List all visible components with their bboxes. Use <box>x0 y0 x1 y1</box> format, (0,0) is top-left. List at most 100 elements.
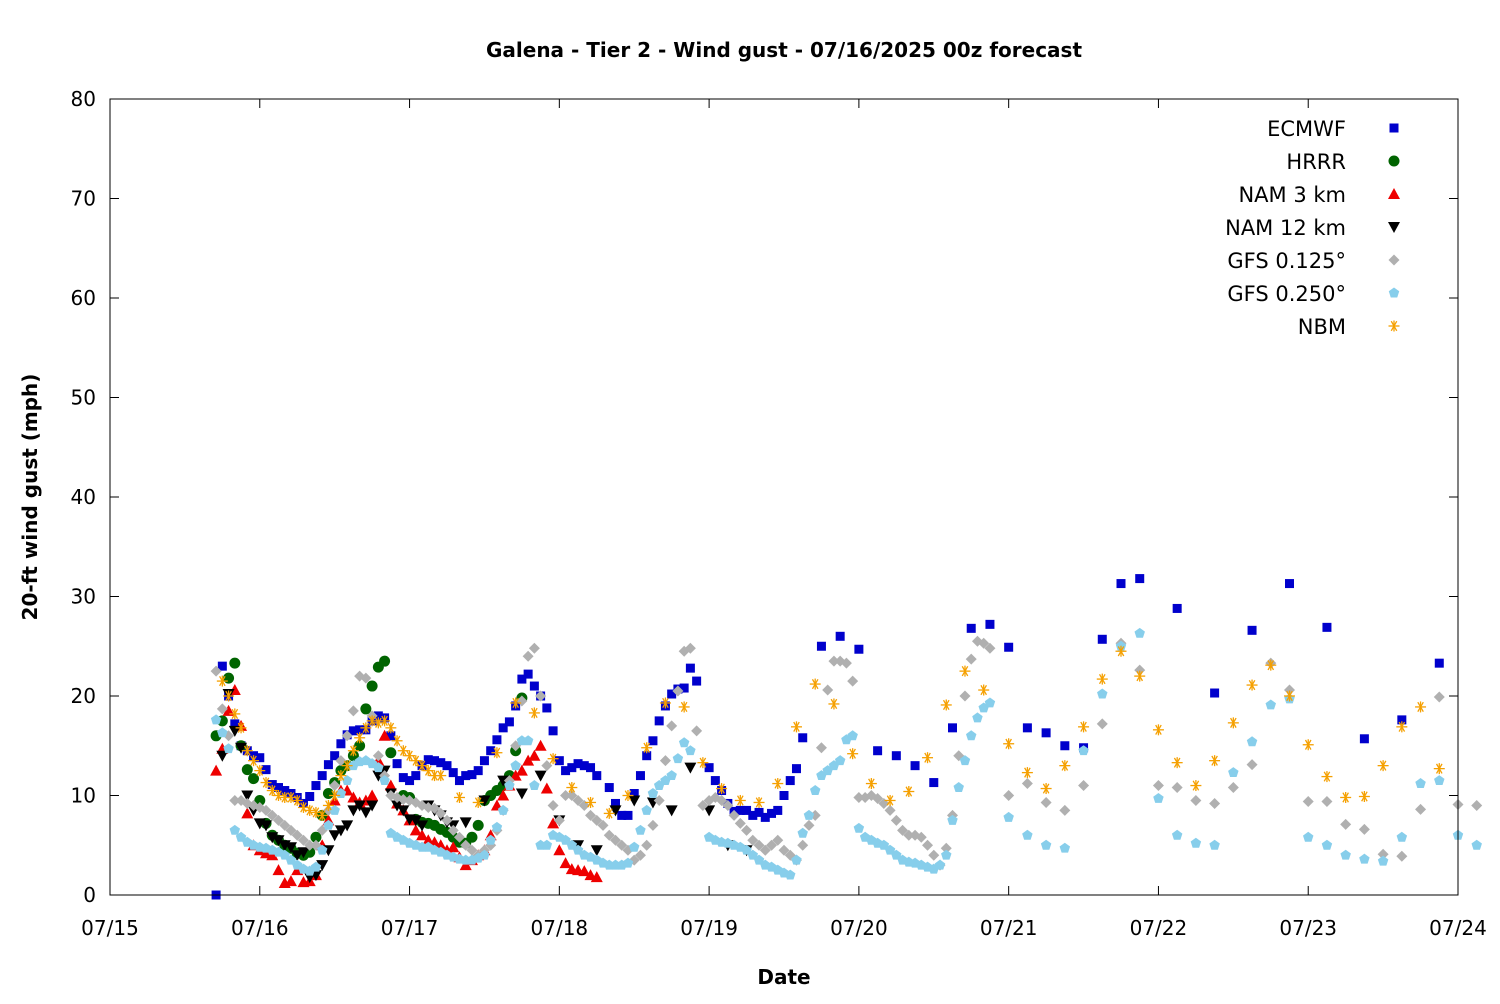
data-point <box>217 727 228 738</box>
data-point <box>323 760 333 770</box>
data-point <box>648 736 658 746</box>
data-point <box>1415 701 1427 713</box>
data-point <box>760 812 770 822</box>
data-point <box>1359 853 1370 864</box>
data-point <box>254 765 266 777</box>
data-point <box>366 789 379 801</box>
data-point <box>529 780 540 790</box>
data-point <box>353 800 366 812</box>
data-point <box>391 800 404 812</box>
data-point <box>523 669 533 679</box>
data-point <box>984 642 996 654</box>
data-point <box>504 780 515 790</box>
data-point <box>1022 723 1032 733</box>
data-point <box>1022 829 1033 840</box>
legend-marker <box>1388 287 1400 298</box>
data-point <box>478 795 491 807</box>
data-point <box>273 790 284 801</box>
legend: ECMWF HRRR NAM 3 km NAM 12 km GFS 0.125° GFS … <box>1225 117 1400 339</box>
data-point <box>1340 849 1351 860</box>
data-point <box>366 680 378 692</box>
data-point <box>248 799 260 811</box>
data-point <box>610 834 621 846</box>
x-tick-label: 07/16 <box>231 916 289 940</box>
data-point <box>280 786 290 796</box>
data-point <box>659 755 671 767</box>
data-point <box>447 824 459 836</box>
data-point <box>1415 803 1427 815</box>
data-point <box>728 809 740 821</box>
data-point <box>416 829 429 841</box>
data-point <box>666 770 677 781</box>
data-point <box>665 805 678 817</box>
data-point <box>734 794 746 806</box>
data-point <box>447 841 460 853</box>
data-point <box>1059 760 1071 772</box>
data-point <box>891 849 902 860</box>
data-point <box>1171 829 1183 840</box>
data-point <box>260 804 272 816</box>
data-point <box>473 766 483 776</box>
data-point <box>635 771 645 781</box>
data-point <box>741 824 753 836</box>
data-point <box>1246 759 1258 771</box>
data-point <box>241 745 253 757</box>
data-point <box>360 672 372 684</box>
data-point <box>430 756 440 766</box>
data-point <box>547 799 559 811</box>
data-point <box>279 849 290 860</box>
data-point <box>747 849 759 860</box>
data-point <box>803 809 815 820</box>
data-point <box>897 824 909 836</box>
data-point <box>441 814 453 826</box>
data-point <box>579 761 589 771</box>
data-point <box>229 824 241 835</box>
x-tick-label: 07/18 <box>531 916 589 940</box>
data-point <box>548 726 558 736</box>
data-point <box>235 831 247 842</box>
data-point <box>635 824 646 835</box>
data-point <box>703 805 716 817</box>
data-point <box>1358 790 1370 802</box>
data-point <box>311 781 321 791</box>
data-point <box>872 792 884 804</box>
data-point <box>510 697 522 709</box>
data-point <box>1228 767 1239 778</box>
data-point <box>384 779 397 791</box>
data-point <box>566 790 578 801</box>
data-point <box>466 844 478 856</box>
data-point <box>472 796 484 808</box>
data-point <box>753 839 765 851</box>
data-point <box>741 844 752 855</box>
data-point <box>228 725 241 737</box>
data-point <box>459 859 472 871</box>
data-point <box>322 799 334 811</box>
data-point <box>697 757 709 769</box>
data-point <box>759 844 771 856</box>
data-point <box>1322 622 1332 632</box>
data-point <box>1209 755 1221 767</box>
data-point <box>773 805 783 815</box>
data-point <box>878 839 890 850</box>
data-point <box>261 765 271 775</box>
data-point <box>360 703 372 715</box>
data-point <box>317 771 327 781</box>
data-point <box>978 637 990 649</box>
data-point <box>515 788 528 800</box>
data-point <box>1096 718 1108 730</box>
data-point <box>1152 780 1164 792</box>
data-point <box>940 699 952 711</box>
data-point <box>641 839 653 851</box>
data-point <box>678 701 690 713</box>
data-point <box>492 735 502 745</box>
data-point <box>985 619 995 629</box>
x-tick-label: 07/20 <box>830 916 888 940</box>
data-point <box>1004 642 1014 652</box>
data-point <box>535 690 547 702</box>
legend-label: NBM <box>1298 315 1346 339</box>
data-point <box>409 824 422 836</box>
data-point <box>597 819 609 831</box>
data-point <box>466 831 478 843</box>
data-point <box>310 861 322 872</box>
data-point <box>840 657 852 669</box>
